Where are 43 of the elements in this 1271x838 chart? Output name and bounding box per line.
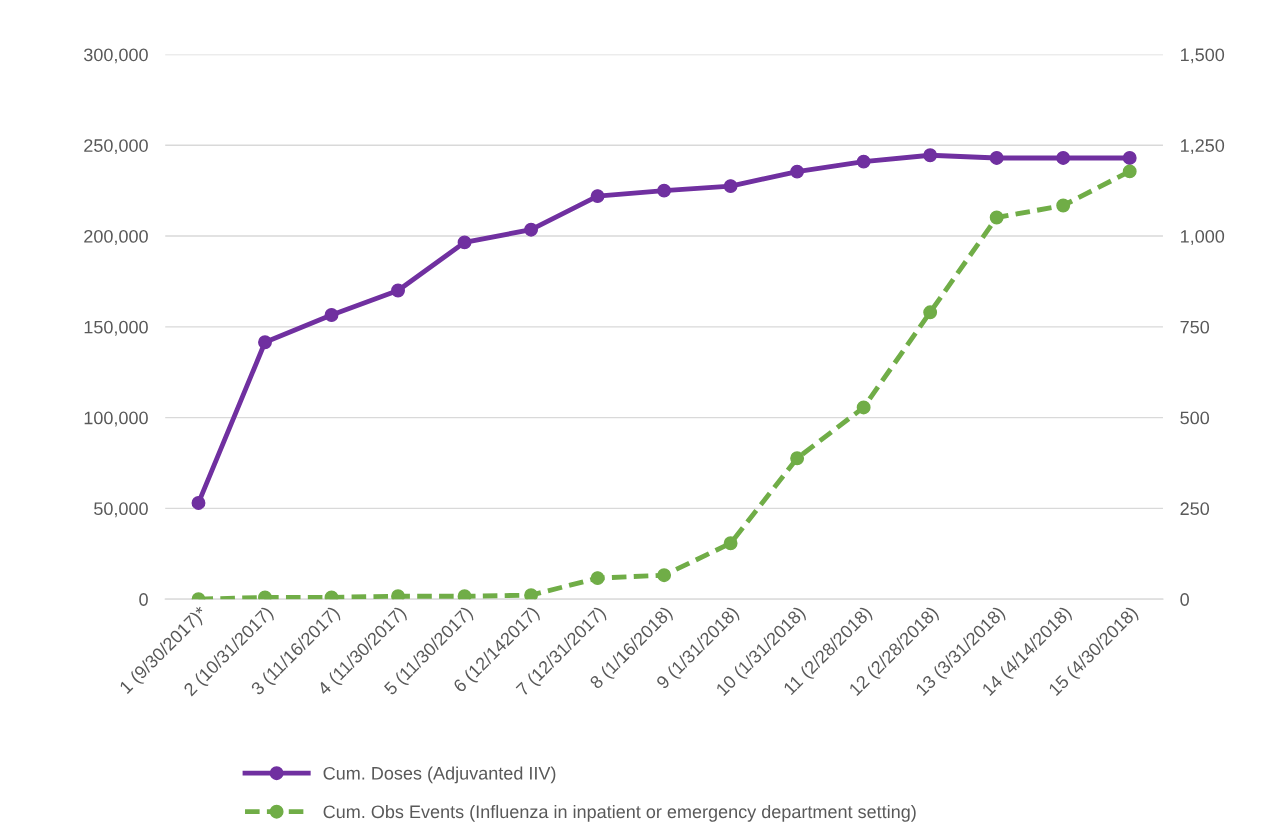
legend-label: Cum. Obs Events (Influenza in inpatient or emergency department setting): [323, 804, 916, 822]
y-tick-label: 200,000: [84, 229, 148, 245]
point: [324, 308, 339, 322]
y2-tick-label: 1,000: [1181, 229, 1225, 245]
y-tick-label: 50,000: [94, 502, 148, 518]
point: [989, 151, 1004, 165]
point: [923, 148, 938, 163]
y2-tick-label: 750: [1180, 320, 1210, 334]
y2-tick-label: 1,250: [1181, 139, 1225, 155]
point: [1056, 151, 1071, 165]
point: [790, 451, 805, 466]
point: [191, 495, 206, 510]
point: [1056, 198, 1071, 213]
point: [258, 335, 272, 350]
point: [391, 589, 405, 600]
point: [590, 189, 605, 204]
point: [723, 179, 738, 194]
y2-tick-label: 1,500: [1181, 48, 1225, 64]
point: [391, 283, 405, 298]
y-tick-label: 250,000: [84, 139, 148, 155]
y-tick-label: 300,000: [83, 48, 148, 64]
point: [524, 222, 539, 237]
point: [723, 536, 738, 551]
point: [590, 571, 605, 586]
point: [657, 568, 672, 583]
y2-tick-label: 500: [1180, 411, 1210, 425]
point: [1122, 164, 1137, 179]
y-tick-label: 100,000: [84, 411, 148, 427]
point: [657, 183, 672, 198]
point: [524, 588, 539, 600]
y-tick-label: 0: [139, 593, 148, 606]
point: [923, 305, 938, 320]
y-tick-label: 150,000: [84, 320, 148, 336]
point: [856, 400, 871, 415]
point: [1122, 151, 1137, 165]
point: [989, 210, 1004, 225]
point: [457, 235, 472, 250]
y2-tick-label: 250: [1180, 502, 1210, 516]
point: [790, 164, 805, 179]
point: [457, 589, 472, 600]
y2-tick-label: 0: [1180, 593, 1189, 606]
legend-label: Cum. Doses (Adjuvanted IIV): [323, 766, 556, 784]
point: [856, 154, 871, 169]
